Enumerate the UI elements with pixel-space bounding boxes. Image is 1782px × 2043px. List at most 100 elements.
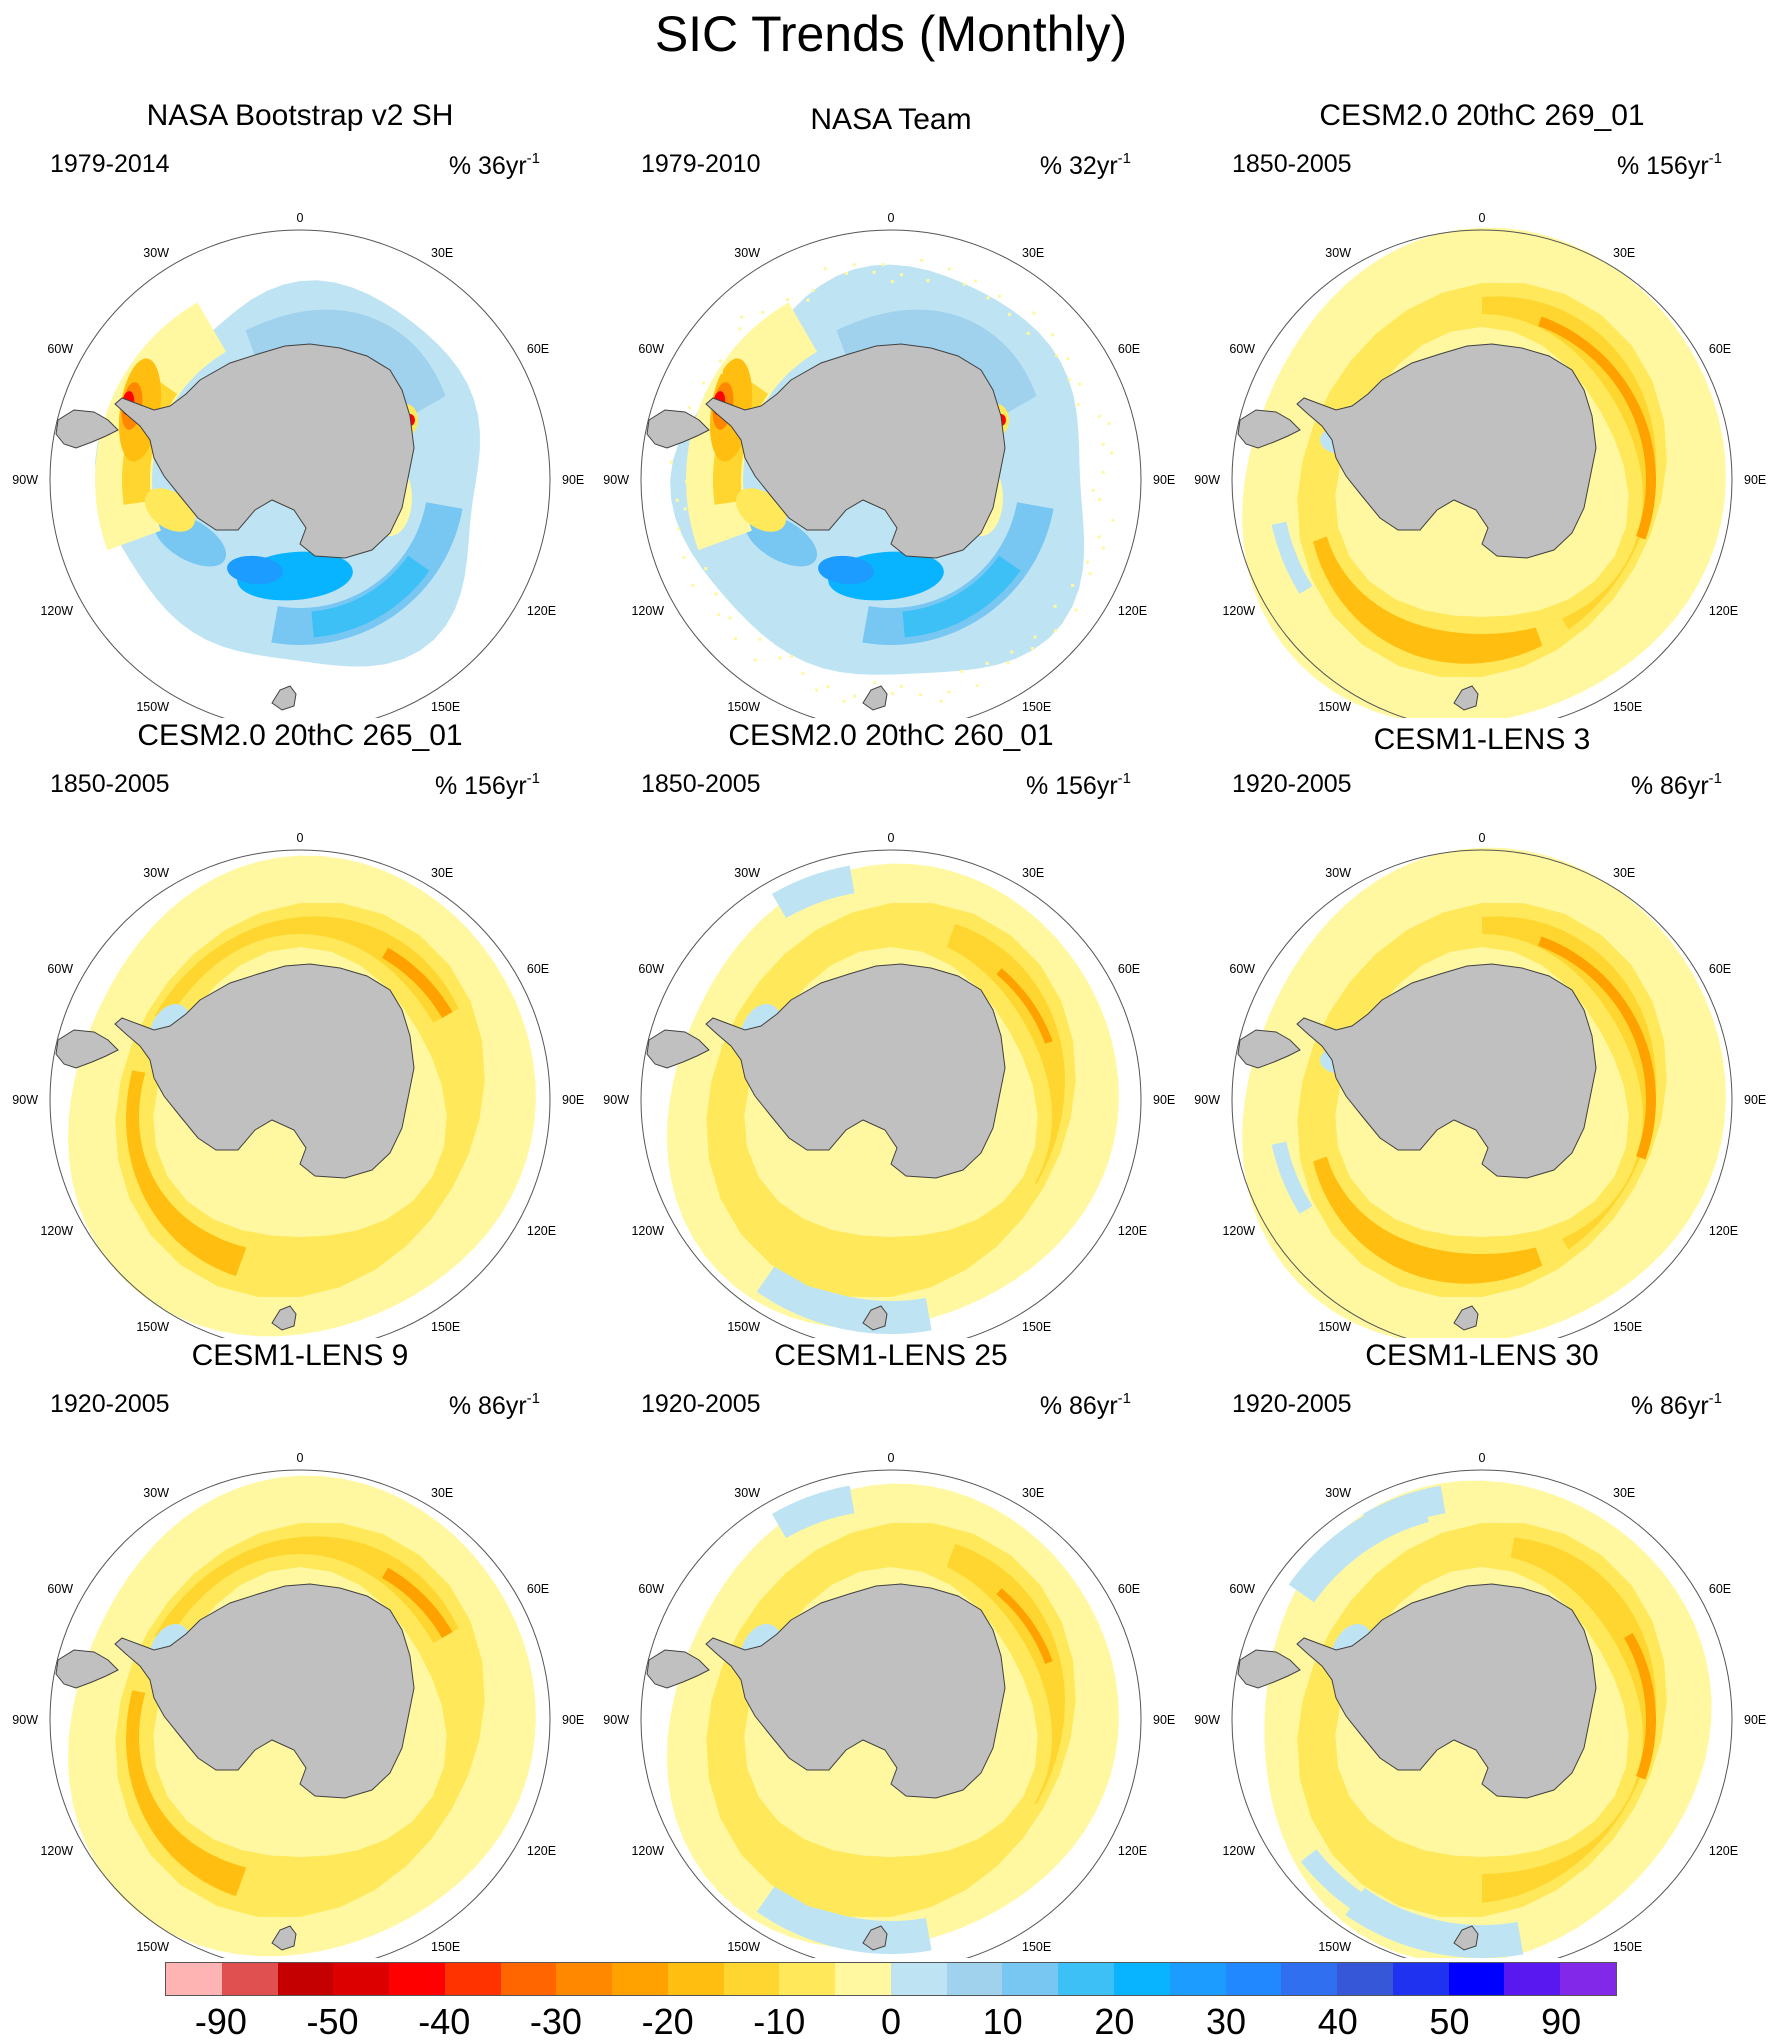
- noise-speck: [1051, 333, 1054, 337]
- longitude-label: 150W: [136, 1940, 169, 1954]
- map-boundary-circle: [1231, 1469, 1733, 1958]
- antarctica-landmass: [114, 343, 415, 559]
- longitude-label: 150E: [431, 1320, 460, 1334]
- antarctica-landmass: [114, 963, 415, 1179]
- polar-map: 030E60E90E120E150E180150W120W90W60W30W: [601, 158, 1181, 718]
- noise-speck: [1026, 331, 1030, 335]
- noise-speck: [740, 315, 744, 319]
- longitude-label: 150E: [1613, 1940, 1642, 1954]
- map-boundary-circle: [640, 229, 1142, 718]
- trend-band: [756, 1884, 932, 1954]
- panel-period: 1920-2005: [50, 1390, 170, 1418]
- longitude-label: 150W: [727, 1940, 760, 1954]
- map-panel: CESM1-LENS 25 1920-2005 % 86yr-1 0 30E 60E…: [601, 1338, 1181, 1958]
- longitude-label: 120E: [1118, 604, 1147, 618]
- trend-band: [382, 947, 453, 1018]
- map-boundary-circle: [49, 229, 551, 718]
- colorbar-label: -30: [529, 2001, 582, 2042]
- longitude-label: 0: [1479, 211, 1486, 225]
- longitude-label: 60W: [1229, 962, 1255, 976]
- colorbar-label: -90: [194, 2001, 247, 2042]
- noise-speck: [1088, 572, 1092, 576]
- noise-speck: [689, 453, 693, 457]
- panel-title: CESM2.0 20thC 265_01: [137, 719, 463, 752]
- colorbar-box: [500, 1963, 557, 1995]
- longitude-label: 60W: [47, 342, 73, 356]
- longitude-label: 30E: [431, 1486, 453, 1500]
- longitude-label: 120E: [1709, 604, 1738, 618]
- colorbar-box: [1169, 1963, 1226, 1995]
- longitude-label: 60W: [47, 1582, 73, 1596]
- longitude-label: 90E: [562, 1713, 584, 1727]
- longitude-label: 150W: [1318, 700, 1351, 714]
- longitude-label: 60E: [1709, 1582, 1731, 1596]
- longitude-label: 60W: [47, 962, 73, 976]
- figure-title: SIC Trends (Monthly): [654, 6, 1128, 62]
- polar-map: 030E60E90E120E150E180150W120W90W60W30W: [1192, 158, 1772, 718]
- longitude-label: 90W: [12, 1093, 38, 1107]
- noise-speck: [719, 370, 723, 374]
- polar-map-svg: 030E60E90E120E150E180150W120W90W60W30W: [12, 831, 584, 1338]
- longitude-label: 90E: [1744, 1713, 1766, 1727]
- south-america-landmass: [55, 1649, 119, 1689]
- noise-speck: [761, 311, 765, 314]
- colorbar-box: [277, 1963, 334, 1995]
- longitude-label: 120W: [1222, 604, 1255, 618]
- polar-map-svg: 030E60E90E120E150E180150W120W90W60W30W: [12, 1451, 584, 1958]
- noise-speck: [688, 406, 691, 410]
- trend-band: [1271, 521, 1313, 594]
- longitude-label: 60E: [1118, 962, 1140, 976]
- panel-units: % 86yr-1: [448, 1390, 540, 1420]
- colorbar-box: [1392, 1963, 1449, 1995]
- trend-band: [862, 502, 1054, 645]
- map-panel: NASA Team 1979-2010 % 32yr-1 0 30E 60E 90E 1…: [601, 98, 1181, 718]
- longitude-label: 120E: [1709, 1224, 1738, 1238]
- longitude-label: 90E: [1744, 1093, 1766, 1107]
- longitude-label: 30W: [734, 1486, 760, 1500]
- noise-speck: [1101, 546, 1105, 550]
- noise-speck: [920, 258, 924, 262]
- longitude-label: 30W: [734, 246, 760, 260]
- longitude-label: 150E: [1613, 1320, 1642, 1334]
- colorbar-box: [723, 1963, 780, 1995]
- longitude-label: 30W: [143, 1486, 169, 1500]
- trend-band: [126, 1690, 247, 1897]
- noise-speck: [891, 692, 894, 695]
- panel-units: % 36yr-1: [448, 150, 540, 180]
- noise-speck: [790, 654, 793, 658]
- south-america-landmass: [55, 409, 119, 449]
- new-zealand-landmass: [271, 685, 297, 711]
- south-america-landmass: [646, 409, 710, 449]
- map-panel: CESM2.0 20thC 269_01 1850-2005 % 156yr-1…: [1192, 98, 1772, 718]
- panel-title: CESM1-LENS 25: [774, 1339, 1008, 1372]
- trend-patch: [227, 555, 283, 585]
- longitude-label: 120E: [527, 1224, 556, 1238]
- polar-map-svg: 030E60E90E120E150E180150W120W90W60W30W: [603, 831, 1175, 1338]
- noise-speck: [778, 656, 782, 660]
- trend-band: [1288, 1492, 1429, 1603]
- trend-band: [902, 555, 1021, 638]
- colorbar-box: [1560, 1963, 1616, 1995]
- panel-period: 1850-2005: [50, 770, 170, 798]
- longitude-label: 150W: [136, 1320, 169, 1334]
- panel-units: % 156yr-1: [1025, 770, 1131, 800]
- colorbar-label: 40: [1317, 2001, 1358, 2042]
- longitude-label: 90W: [12, 1713, 38, 1727]
- longitude-label: 30W: [734, 866, 760, 880]
- map-boundary-circle: [640, 1469, 1142, 1958]
- longitude-label: 30W: [143, 866, 169, 880]
- longitude-label: 60E: [1709, 962, 1731, 976]
- polar-map: 030E60E90E120E150E180150W120W90W60W30W: [1192, 1398, 1772, 1958]
- longitude-label: 150E: [1022, 700, 1051, 714]
- longitude-label: 30E: [1022, 1486, 1044, 1500]
- noise-speck: [801, 672, 805, 676]
- noise-speck: [823, 267, 827, 271]
- noise-speck: [1107, 422, 1111, 425]
- trend-band: [1271, 1141, 1313, 1214]
- longitude-label: 30E: [431, 866, 453, 880]
- longitude-label: 30E: [431, 246, 453, 260]
- trend-band: [1624, 1633, 1656, 1780]
- longitude-label: 60E: [527, 342, 549, 356]
- colorbar-box: [779, 1963, 836, 1995]
- antarctica-landmass: [1296, 963, 1597, 1179]
